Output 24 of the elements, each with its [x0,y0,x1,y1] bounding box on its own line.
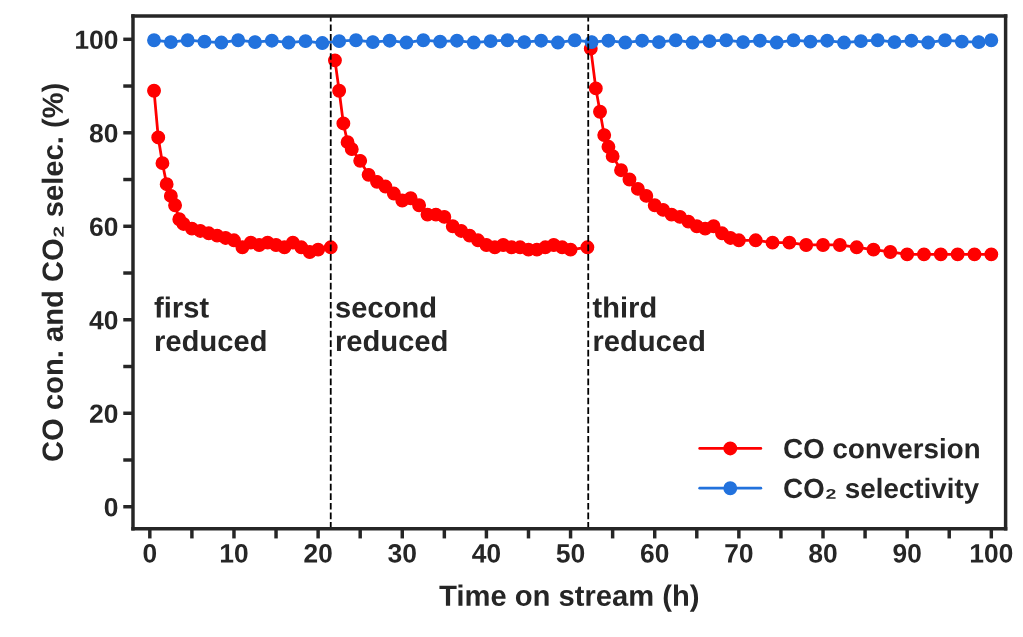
x-tick-label: 50 [556,543,585,563]
annotation: second reduced [335,296,447,352]
y-tick-label: 0 [104,497,118,517]
x-axis-title: Time on stream (h) [439,584,699,612]
y-tick-label: 60 [90,217,118,237]
x-tick-label: 20 [304,543,332,563]
x-tick-label: 10 [220,543,248,563]
x-tick-label: 30 [388,543,416,563]
y-tick-label: 40 [89,310,118,330]
y-axis-title: CO con. and CO₂ selec. (%) [41,84,69,461]
annotation: first reduced [154,296,266,352]
x-tick-label: 90 [893,543,921,563]
x-tick-label: 80 [809,543,837,563]
annotation: third reduced [592,296,704,352]
x-tick-label: 70 [725,543,753,563]
legend-label: CO₂ selectivity [784,477,979,504]
x-tick-label: 0 [143,543,157,563]
x-tick-label: 100 [970,543,1013,563]
x-tick-label: 60 [641,543,669,563]
x-tick-label: 40 [472,543,501,563]
y-tick-label: 20 [89,404,118,424]
y-tick-label: 80 [89,123,118,143]
legend-label: CO conversion [784,438,979,459]
y-tick-label: 100 [76,30,118,50]
